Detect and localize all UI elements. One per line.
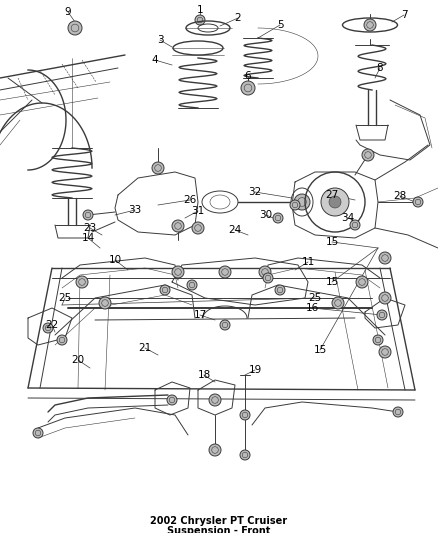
Text: 1: 1 xyxy=(197,5,203,15)
Circle shape xyxy=(167,395,177,405)
Circle shape xyxy=(273,213,283,223)
Circle shape xyxy=(240,410,250,420)
Text: 27: 27 xyxy=(325,190,339,200)
Circle shape xyxy=(379,252,391,264)
Text: 10: 10 xyxy=(109,255,122,265)
Text: 11: 11 xyxy=(301,257,314,267)
Circle shape xyxy=(57,335,67,345)
Circle shape xyxy=(290,200,300,210)
Circle shape xyxy=(413,197,423,207)
Text: 14: 14 xyxy=(81,233,95,243)
Text: 30: 30 xyxy=(259,210,272,220)
Circle shape xyxy=(321,188,349,216)
Circle shape xyxy=(362,149,374,161)
Text: 31: 31 xyxy=(191,206,205,216)
Text: 4: 4 xyxy=(152,55,158,65)
Circle shape xyxy=(83,210,93,220)
Circle shape xyxy=(160,285,170,295)
Circle shape xyxy=(220,320,230,330)
Circle shape xyxy=(364,19,376,31)
Circle shape xyxy=(43,323,53,333)
Circle shape xyxy=(379,346,391,358)
Circle shape xyxy=(219,266,231,278)
Circle shape xyxy=(350,220,360,230)
Circle shape xyxy=(68,21,82,35)
Text: 17: 17 xyxy=(193,310,207,320)
Circle shape xyxy=(263,273,273,283)
Circle shape xyxy=(192,222,204,234)
Circle shape xyxy=(241,81,255,95)
Text: 23: 23 xyxy=(83,223,97,233)
Circle shape xyxy=(240,450,250,460)
Text: 20: 20 xyxy=(71,355,85,365)
Circle shape xyxy=(209,394,221,406)
Text: 33: 33 xyxy=(128,205,141,215)
Circle shape xyxy=(195,15,205,25)
Circle shape xyxy=(329,196,341,208)
Circle shape xyxy=(172,220,184,232)
Text: 28: 28 xyxy=(393,191,406,201)
Text: 22: 22 xyxy=(46,320,59,330)
Circle shape xyxy=(373,335,383,345)
Circle shape xyxy=(332,297,344,309)
Circle shape xyxy=(377,310,387,320)
Text: 34: 34 xyxy=(341,213,355,223)
Text: 32: 32 xyxy=(248,187,261,197)
Text: 6: 6 xyxy=(245,71,251,81)
Text: 5: 5 xyxy=(277,20,283,30)
Text: 15: 15 xyxy=(313,345,327,355)
Circle shape xyxy=(33,428,43,438)
Text: 3: 3 xyxy=(157,35,163,45)
Text: Suspension - Front: Suspension - Front xyxy=(167,526,271,533)
Circle shape xyxy=(172,266,184,278)
Circle shape xyxy=(294,194,310,210)
Text: 15: 15 xyxy=(325,237,339,247)
Text: 2: 2 xyxy=(235,13,241,23)
Circle shape xyxy=(187,280,197,290)
Circle shape xyxy=(393,407,403,417)
Text: 2002 Chrysler PT Cruiser: 2002 Chrysler PT Cruiser xyxy=(150,516,288,526)
Text: 16: 16 xyxy=(305,303,318,313)
Text: 7: 7 xyxy=(401,10,407,20)
Text: 25: 25 xyxy=(308,293,321,303)
Circle shape xyxy=(76,276,88,288)
Text: 9: 9 xyxy=(65,7,71,17)
Circle shape xyxy=(379,292,391,304)
Circle shape xyxy=(99,297,111,309)
Circle shape xyxy=(152,162,164,174)
Text: 8: 8 xyxy=(377,63,383,73)
Text: 15: 15 xyxy=(325,277,339,287)
Circle shape xyxy=(356,276,368,288)
Text: 25: 25 xyxy=(58,293,72,303)
Circle shape xyxy=(209,444,221,456)
Text: 24: 24 xyxy=(228,225,242,235)
Circle shape xyxy=(275,285,285,295)
Text: 18: 18 xyxy=(198,370,211,380)
Text: 19: 19 xyxy=(248,365,261,375)
Text: 26: 26 xyxy=(184,195,197,205)
Text: 21: 21 xyxy=(138,343,152,353)
Circle shape xyxy=(259,266,271,278)
